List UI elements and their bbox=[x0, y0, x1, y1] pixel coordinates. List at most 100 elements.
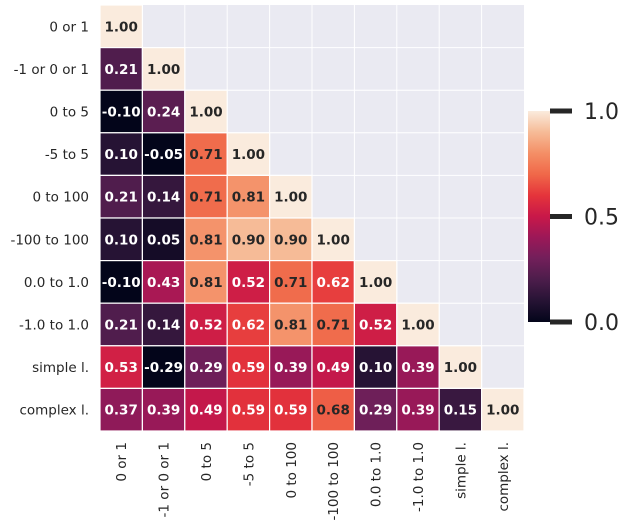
cell-value-label: 0.59 bbox=[232, 403, 265, 419]
heatmap-cell bbox=[184, 174, 228, 219]
colorbar-tick-label: 1.0 bbox=[584, 100, 619, 125]
heatmap-cell bbox=[353, 260, 398, 304]
x-tick-label: -1.0 to 1.0 bbox=[411, 442, 427, 512]
cell-value-label: 1.00 bbox=[105, 19, 138, 35]
cell-value-label: 0.24 bbox=[147, 105, 180, 121]
heatmap-cell bbox=[269, 387, 313, 432]
cell-value-label: 0.62 bbox=[232, 318, 265, 334]
heatmap-cell bbox=[269, 174, 313, 219]
cell-value-label: 0.52 bbox=[189, 318, 222, 334]
heatmap-cell bbox=[184, 217, 228, 262]
heatmap-cell bbox=[99, 132, 144, 177]
x-tick-label: 0 or 1 bbox=[114, 442, 130, 482]
cell-value-label: 0.15 bbox=[444, 403, 477, 419]
heatmap-cell bbox=[141, 89, 186, 134]
x-tick-labels: 0 or 1 -1 or 0 or 1 0 to 5 -5 to 5 0 to 100 -… bbox=[114, 442, 512, 521]
cell-value-label: 1.00 bbox=[189, 105, 222, 121]
cell-value-label: 0.39 bbox=[274, 360, 307, 376]
cell-value-label: 0.21 bbox=[105, 318, 138, 334]
cell-value-label: 0.52 bbox=[232, 275, 265, 291]
colorbar-tick-label: 0.5 bbox=[584, 206, 619, 231]
y-tick-label: -5 to 5 bbox=[45, 147, 89, 163]
cell-value-label: 0.21 bbox=[105, 62, 138, 78]
cell-value-label: 0.14 bbox=[147, 190, 180, 206]
cell-value-label: 0.21 bbox=[105, 190, 138, 206]
y-tick-label: 0 to 5 bbox=[50, 105, 89, 121]
cell-value-label: 0.71 bbox=[317, 318, 350, 334]
cell-value-label: 1.00 bbox=[274, 190, 307, 206]
cell-value-label: 0.71 bbox=[274, 275, 307, 291]
x-tick-label: complex l. bbox=[496, 442, 512, 512]
y-tick-label: -1 or 0 or 1 bbox=[14, 62, 89, 78]
cell-value-label: 1.00 bbox=[147, 62, 180, 78]
cell-value-label: 0.59 bbox=[232, 360, 265, 376]
cell-value-label: 0.05 bbox=[147, 232, 180, 248]
cell-value-label: 0.62 bbox=[317, 275, 350, 291]
heatmap-cells: 1.00 0.21 1.00 -0.10 0.24 1.00 0.10 -0.05 0.71 1.… bbox=[99, 4, 525, 432]
y-tick-label: simple l. bbox=[32, 360, 89, 376]
cell-value-label: 0.59 bbox=[274, 403, 307, 419]
cell-value-label: 0.37 bbox=[105, 403, 138, 419]
cell-value-label: 0.29 bbox=[189, 360, 222, 376]
heatmap-cell bbox=[99, 174, 144, 219]
heatmap-cell bbox=[141, 46, 186, 91]
colorbar: 0.0 0.5 1.0 bbox=[528, 100, 619, 336]
cell-value-label: 0.71 bbox=[189, 190, 222, 206]
x-tick-label: 0 to 5 bbox=[199, 442, 215, 481]
cell-value-label: 0.71 bbox=[189, 147, 222, 163]
cell-value-label: 0.39 bbox=[401, 403, 434, 419]
cell-value-label: 1.00 bbox=[359, 275, 392, 291]
colorbar-gradient bbox=[528, 111, 550, 322]
cell-value-label: 0.39 bbox=[147, 403, 180, 419]
cell-value-label: 0.29 bbox=[359, 403, 392, 419]
heatmap-cell bbox=[141, 345, 186, 389]
cell-value-label: 1.00 bbox=[444, 360, 477, 376]
y-tick-label: 0.0 to 1.0 bbox=[24, 275, 89, 291]
heatmap-cell bbox=[184, 387, 228, 432]
colorbar-tick-label: 0.0 bbox=[584, 311, 619, 336]
heatmap-cell bbox=[99, 345, 144, 389]
y-tick-label: 0 or 1 bbox=[49, 19, 89, 35]
y-tick-label: 0 to 100 bbox=[33, 190, 90, 206]
x-tick-label: -100 to 100 bbox=[326, 442, 342, 521]
cell-value-label: 0.52 bbox=[359, 318, 392, 334]
cell-value-label: 1.00 bbox=[317, 232, 350, 248]
y-tick-label: -100 to 100 bbox=[10, 232, 89, 248]
cell-value-label: 0.81 bbox=[189, 275, 222, 291]
cell-value-label: 0.10 bbox=[105, 232, 138, 248]
y-tick-label: -1.0 to 1.0 bbox=[19, 318, 89, 334]
x-tick-label: -5 to 5 bbox=[241, 442, 257, 486]
cell-value-label: 1.00 bbox=[486, 403, 519, 419]
x-tick-label: 0 to 100 bbox=[284, 442, 300, 499]
heatmap-cell bbox=[396, 387, 440, 432]
cell-value-label: 0.68 bbox=[317, 403, 350, 419]
cell-value-label: 0.81 bbox=[189, 232, 222, 248]
x-tick-label: simple l. bbox=[453, 442, 469, 499]
heatmap-cell bbox=[184, 89, 228, 134]
heatmap-cell bbox=[99, 89, 144, 134]
heatmap-cell bbox=[353, 345, 398, 389]
cell-value-label: 0.14 bbox=[147, 318, 180, 334]
heatmap-cell bbox=[269, 260, 313, 304]
heatmap-cell bbox=[481, 387, 525, 432]
heatmap-cell bbox=[311, 345, 356, 389]
heatmap-cell bbox=[99, 4, 144, 49]
cell-value-label: 0.43 bbox=[147, 275, 180, 291]
cell-value-label: -0.10 bbox=[102, 105, 141, 121]
cell-value-label: 0.49 bbox=[189, 403, 222, 419]
y-tick-labels: 0 or 1 -1 or 0 or 1 0 to 5 -5 to 5 0 to 100 -… bbox=[10, 19, 89, 418]
cell-value-label: -0.10 bbox=[102, 275, 141, 291]
heatmap-cell bbox=[141, 387, 186, 432]
cell-value-label: 0.81 bbox=[232, 190, 265, 206]
cell-value-label: -0.29 bbox=[144, 360, 183, 376]
heatmap-cell bbox=[226, 345, 271, 389]
cell-value-label: 0.10 bbox=[105, 147, 138, 163]
x-tick-label: 0.0 to 1.0 bbox=[369, 442, 385, 507]
y-tick-label: complex l. bbox=[19, 403, 89, 419]
cell-value-label: 0.53 bbox=[105, 360, 138, 376]
heatmap-cell bbox=[141, 302, 186, 347]
heatmap-cell bbox=[99, 302, 144, 347]
heatmap-cell bbox=[226, 302, 271, 347]
cell-value-label: -0.05 bbox=[144, 147, 183, 163]
